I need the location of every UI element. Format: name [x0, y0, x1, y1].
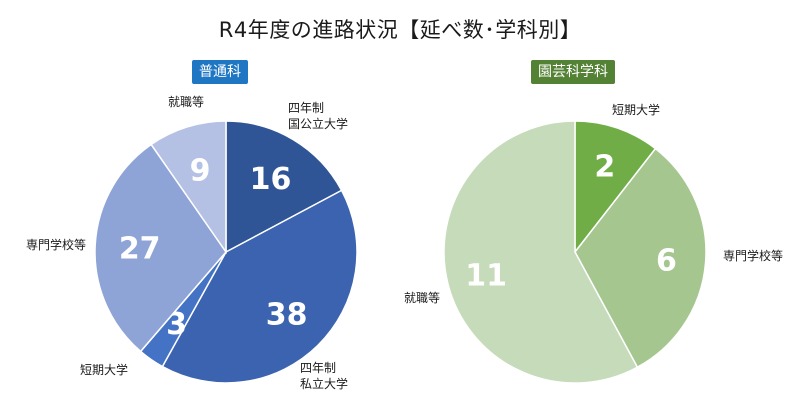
chart-title: R4年度の進路状況【延べ数･学科別】	[218, 18, 582, 42]
pie-1-slice-2-label: 就職等	[404, 291, 440, 305]
pie-0-slice-3-value: 27	[119, 232, 161, 267]
pie-1-slice-0-label: 短期大学	[612, 102, 660, 117]
pie-0-slice-0-label: 四年制国公立大学	[288, 101, 348, 131]
pie-0-slice-0-value: 16	[250, 162, 292, 197]
pie-0-slice-3	[94, 143, 227, 353]
pie-1-slice-0	[574, 120, 657, 255]
pie-0-slice-2-label: 短期大学	[80, 362, 128, 377]
pie-1-slice-2	[443, 120, 639, 384]
pie-title-horticulture-course: 園芸科学科	[531, 60, 615, 84]
pie-1-slice-1-label: 専門学校等	[723, 248, 783, 263]
pie-1-slice-1-value: 6	[656, 244, 677, 279]
pie-0-slice-4	[150, 120, 227, 255]
pie-0-slice-4-value: 9	[190, 154, 211, 189]
pie-0-slice-1	[161, 189, 358, 384]
pie-1-slice-1	[574, 147, 707, 369]
pie-1-slice-0-value: 2	[594, 149, 615, 184]
pie-0-slice-3-label: 専門学校等	[26, 237, 86, 252]
pie-1-slice-2-value: 11	[465, 259, 507, 294]
pie-title-general-course: 普通科	[192, 60, 248, 84]
pie-0-slice-1-value: 38	[266, 298, 308, 333]
pie-0-slice-0	[225, 120, 343, 254]
pie-0-slice-1-label: 四年制私立大学	[300, 361, 348, 391]
pie-0-slice-4-label: 就職等	[168, 95, 204, 109]
